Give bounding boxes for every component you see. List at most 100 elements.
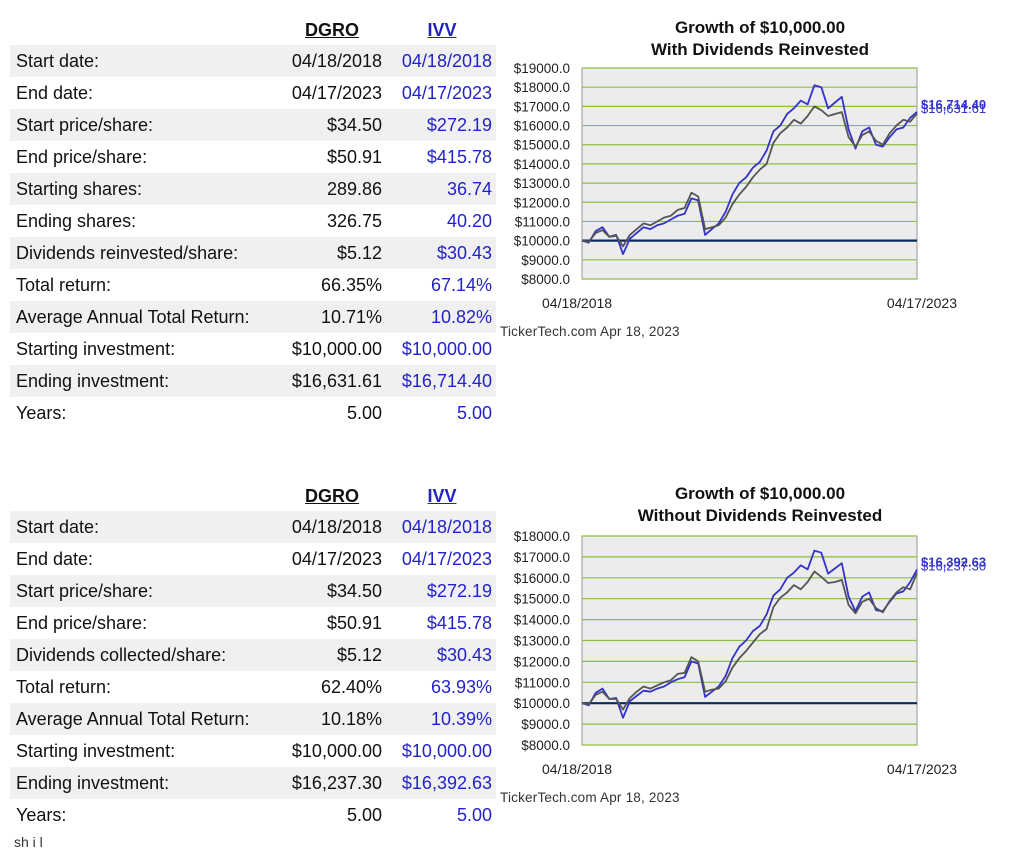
row-label: Ending shares: [16,210,137,231]
row-dgro-value: 62.40% [320,676,382,697]
column-headers: DGRO IVV [10,15,496,45]
row-ivv-value: 67.14% [430,274,492,295]
y-tick-label: $10000.0 [514,696,570,711]
cut-off-footer-text: sh i l [14,834,43,850]
row-dgro-value: 10.71% [276,301,386,333]
table-row: Total return: 62.40% 63.93% [10,671,496,703]
row-dgro-value: $5.12 [276,237,386,269]
row-label: End price/share: [16,146,148,167]
row-ivv-value: 63.93% [430,676,492,697]
row-label: Average Annual Total Return: [10,301,276,333]
row-dgro-value: 04/17/2023 [291,82,382,103]
row-label: Start price/share: [10,575,276,607]
table-row: Starting shares: 289.86 36.74 [10,173,496,205]
row-label: Dividends collected/share: [10,639,276,671]
header-dgro-link[interactable]: DGRO [305,19,359,40]
table-row: Start price/share: $34.50 $272.19 [10,109,496,141]
header-spacer [10,481,276,511]
row-ivv-value: 5.00 [456,804,492,825]
y-tick-label: $19000.0 [514,61,570,76]
y-tick-label: $10000.0 [514,234,570,249]
row-ivv-value: $415.78 [426,612,492,633]
row-dgro-value: 5.00 [346,804,382,825]
column-headers: DGRO IVV [10,481,496,511]
table-row: End date: 04/17/2023 04/17/2023 [10,77,496,109]
x-end-label: 04/17/2023 [887,295,957,311]
row-dgro-value: $34.50 [276,575,386,607]
header-dgro-link[interactable]: DGRO [305,485,359,506]
row-label: Years: [16,804,67,825]
row-ivv-value: 10.39% [386,703,496,735]
table-row: End date: 04/17/2023 04/17/2023 [10,543,496,575]
row-ivv-value: $30.43 [386,237,496,269]
chart-title-line2: Without Dividends Reinvested [637,506,883,525]
row-label: Ending investment: [10,365,276,397]
y-tick-label: $8000.0 [521,272,570,287]
row-label: Years: [16,402,67,423]
y-tick-label: $13000.0 [514,634,570,649]
row-ivv-value: 04/17/2023 [401,82,492,103]
y-tick-label: $14000.0 [514,157,570,172]
growth-chart: $8000.0 $9000.0 $10000.0 $11000.0 $12000.0 $1… [500,529,986,805]
chart-title: Growth of $10,000.00 Without Dividends R… [560,483,960,527]
row-label: End date: [16,82,94,103]
row-ivv-value: $272.19 [386,109,496,141]
table-row: Starting investment: $10,000.00 $10,000.00 [10,333,496,365]
series-line-ivv [581,549,918,719]
y-tick-label: $17000.0 [514,99,570,114]
row-ivv-value: 04/18/2018 [386,45,496,77]
y-tick-label: $17000.0 [514,550,570,565]
table-row: Start price/share: $34.50 $272.19 [10,575,496,607]
row-label: Starting investment: [16,740,176,761]
series-line-dgro [581,105,918,248]
chart-title-line1: Growth of $10,000.00 [674,18,846,37]
growth-chart: $8000.0 $9000.0 $10000.0 $11000.0 $12000.0 $1… [500,61,986,339]
table-row: Starting investment: $10,000.00 $10,000.00 [10,735,496,767]
row-label: Total return: [16,676,112,697]
header-spacer [10,15,276,45]
table-row: Ending investment: $16,631.61 $16,714.40 [10,365,496,397]
row-ivv-value: 10.82% [386,301,496,333]
row-label: Dividends reinvested/share: [10,237,276,269]
table-row: Average Annual Total Return: 10.18% 10.39% [10,703,496,735]
table-row: Dividends reinvested/share: $5.12 $30.43 [10,237,496,269]
table-row: Start date: 04/18/2018 04/18/2018 [10,511,496,543]
end-value-label-dgro: $16,631.61 [921,101,986,116]
row-dgro-value: $10,000.00 [291,740,382,761]
header-ivv-link[interactable]: IVV [427,485,457,506]
chart-title-line2: With Dividends Reinvested [650,40,870,59]
row-dgro-value: 5.00 [346,402,382,423]
end-value-label-dgro: $16,237.30 [921,559,986,574]
row-label: Total return: [16,274,112,295]
row-label: Average Annual Total Return: [10,703,276,735]
row-dgro-value: $5.12 [276,639,386,671]
table-row: End price/share: $50.91 $415.78 [10,607,496,639]
chart-title: Growth of $10,000.00 With Dividends Rein… [560,17,960,61]
header-ivv-link[interactable]: IVV [427,19,457,40]
table-row: Ending shares: 326.75 40.20 [10,205,496,237]
series-line-dgro [581,570,918,711]
y-tick-label: $13000.0 [514,176,570,191]
x-end-label: 04/17/2023 [887,761,957,777]
y-tick-label: $12000.0 [514,654,570,669]
row-ivv-value: $10,000.00 [401,338,492,359]
row-label: Starting shares: [10,173,276,205]
y-tick-label: $8000.0 [521,738,570,753]
row-dgro-value: $16,237.30 [276,767,386,799]
row-label: Start price/share: [10,109,276,141]
row-ivv-value: $10,000.00 [401,740,492,761]
table-row: Years: 5.00 5.00 [10,799,496,831]
y-tick-label: $14000.0 [514,613,570,628]
row-label: Start date: [10,45,276,77]
row-dgro-value: 04/18/2018 [276,511,386,543]
x-start-label: 04/18/2018 [542,761,612,777]
returns-table: DGRO IVV Start date: 04/18/2018 04/18/2018 En… [10,15,496,429]
row-dgro-value: $34.50 [276,109,386,141]
row-ivv-value: 04/17/2023 [401,548,492,569]
y-tick-label: $9000.0 [521,717,570,732]
y-tick-label: $15000.0 [514,592,570,607]
row-dgro-value: 326.75 [326,210,382,231]
row-ivv-value: 36.74 [386,173,496,205]
row-ivv-value: $16,714.40 [386,365,496,397]
returns-table-body: DGRO IVV Start date: 04/18/2018 04/18/2018 En… [10,481,496,831]
